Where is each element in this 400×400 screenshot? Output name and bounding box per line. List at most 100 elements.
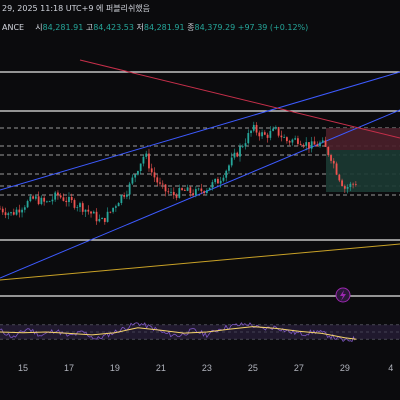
candle-body xyxy=(59,195,62,198)
candle-body xyxy=(117,203,120,207)
channel-lower-line xyxy=(0,109,400,279)
candle-body xyxy=(321,140,324,143)
candle-body xyxy=(250,130,252,134)
oscillator-signal-line xyxy=(0,326,357,340)
candle-body xyxy=(236,152,239,157)
candle-body xyxy=(277,127,280,136)
target-zone xyxy=(326,150,400,192)
candle-body xyxy=(95,211,98,222)
candle-body xyxy=(32,196,35,199)
high-label: 고 xyxy=(85,23,94,32)
candle-body xyxy=(170,191,172,193)
candle-body xyxy=(153,172,156,178)
candle-body xyxy=(186,187,189,191)
candle-body xyxy=(211,182,214,188)
x-tick-label: 4 xyxy=(388,363,393,373)
ohlc-legend: ANCE 시84,281.91 고84,423.53 저84,281.91 종8… xyxy=(2,22,308,33)
resistance-trend-line xyxy=(79,59,400,139)
candle-body xyxy=(76,207,79,208)
candle-body xyxy=(18,209,21,213)
candle-body xyxy=(327,146,330,156)
candle-body xyxy=(341,180,343,187)
candle-body xyxy=(302,144,305,146)
candle-body xyxy=(291,139,294,143)
x-tick-label: 23 xyxy=(202,363,212,373)
candle-body xyxy=(269,130,272,138)
lightning-glyph xyxy=(340,290,346,301)
candle-body xyxy=(208,187,211,191)
candle-body xyxy=(288,141,291,143)
candle-body xyxy=(217,178,219,184)
candle-body xyxy=(194,189,197,196)
candle-body xyxy=(335,163,338,175)
candle-body xyxy=(131,177,134,184)
candle-body xyxy=(128,183,131,195)
candle-body xyxy=(197,188,200,190)
candle-body xyxy=(34,196,37,199)
candle-body xyxy=(316,144,319,147)
candle-body xyxy=(15,209,18,215)
candle-body xyxy=(222,177,225,181)
candle-body xyxy=(148,153,150,169)
candle-body xyxy=(4,212,7,216)
candle-body xyxy=(255,124,258,133)
candle-body xyxy=(37,196,40,205)
candle-body xyxy=(109,211,112,213)
close-value: 84,379.29 xyxy=(194,23,236,32)
candle-body xyxy=(112,207,115,212)
support-trend-line xyxy=(0,243,400,281)
symbol-fragment[interactable]: ANCE xyxy=(2,23,25,32)
candle-body xyxy=(305,142,308,146)
candle-body xyxy=(233,152,236,158)
event-marker[interactable] xyxy=(335,287,351,303)
chart-header: 29, 2025 11:18 UTC+9 에 퍼블리쉬했음 ANCE 시84,2… xyxy=(0,0,400,40)
candle-body xyxy=(106,211,109,222)
candle-body xyxy=(54,192,57,200)
candle-body xyxy=(1,208,4,213)
candle-body xyxy=(43,197,46,202)
change-value: +97.39 (+0.12%) xyxy=(237,23,309,32)
candle-body xyxy=(40,197,43,205)
candle-body xyxy=(272,128,275,131)
candle-body xyxy=(313,141,316,145)
candle-body xyxy=(57,192,59,196)
candle-body xyxy=(12,212,15,215)
candle-body xyxy=(228,165,230,171)
candle-body xyxy=(283,137,286,138)
candle-body xyxy=(167,191,170,193)
candle-body xyxy=(338,174,341,181)
candle-body xyxy=(137,171,139,175)
candle-body xyxy=(346,187,349,189)
candle-body xyxy=(23,207,26,210)
candle-body xyxy=(81,203,84,212)
candle-body xyxy=(225,170,228,178)
candle-body xyxy=(70,197,73,201)
candle-body xyxy=(247,133,250,144)
candle-body xyxy=(297,138,299,144)
candle-body xyxy=(274,127,277,129)
candle-body xyxy=(308,142,310,149)
low-value: 84,281.91 xyxy=(143,23,185,32)
candle-body xyxy=(45,201,48,203)
candle-body xyxy=(0,208,1,210)
candle-body xyxy=(145,153,148,157)
candle-body xyxy=(123,195,126,197)
candle-body xyxy=(183,190,186,191)
candle-body xyxy=(139,163,142,172)
candle-body xyxy=(120,195,123,204)
candle-body xyxy=(62,197,65,201)
candle-body xyxy=(352,183,355,185)
candle-body xyxy=(92,211,95,214)
candle-series xyxy=(0,121,357,225)
candle-body xyxy=(330,155,332,161)
low-label: 저 xyxy=(136,23,144,32)
candle-body xyxy=(68,197,70,203)
candle-body xyxy=(219,180,222,184)
candle-body xyxy=(87,209,90,212)
open-label: 시 xyxy=(35,23,43,32)
close-label: 종 xyxy=(187,23,195,32)
candle-body xyxy=(10,212,12,214)
candle-body xyxy=(189,187,192,194)
x-tick-label: 17 xyxy=(64,363,74,373)
